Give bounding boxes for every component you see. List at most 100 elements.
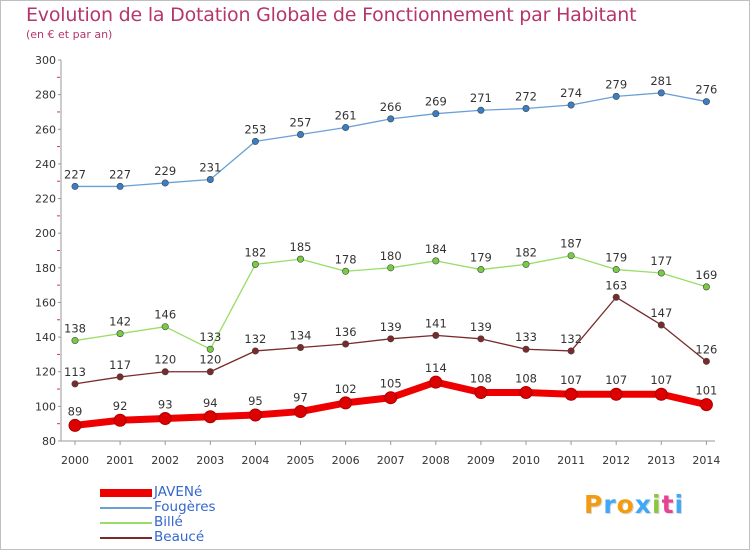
data-label: 269 bbox=[425, 95, 447, 109]
x-tick-label: 2012 bbox=[602, 454, 630, 467]
legend-item: Billé bbox=[100, 514, 260, 530]
data-point bbox=[71, 182, 79, 190]
legend-label: Billé bbox=[154, 514, 183, 530]
data-label: 93 bbox=[158, 397, 173, 411]
x-tick-label: 2010 bbox=[512, 454, 540, 467]
data-label: 139 bbox=[470, 320, 492, 334]
data-label: 141 bbox=[425, 316, 447, 330]
data-point bbox=[68, 418, 82, 432]
data-point bbox=[612, 266, 620, 274]
data-point bbox=[612, 92, 620, 100]
data-point bbox=[387, 335, 395, 343]
x-tick-label: 2009 bbox=[467, 454, 495, 467]
data-label: 253 bbox=[244, 122, 266, 136]
data-label: 107 bbox=[650, 373, 672, 387]
data-point bbox=[206, 175, 214, 183]
data-label: 187 bbox=[560, 237, 582, 251]
data-label: 105 bbox=[380, 377, 402, 391]
data-label: 133 bbox=[199, 330, 221, 344]
data-label: 184 bbox=[425, 242, 447, 256]
data-label: 132 bbox=[244, 332, 266, 346]
legend-label: Fougères bbox=[154, 499, 216, 515]
data-label: 227 bbox=[109, 167, 131, 181]
data-label: 117 bbox=[109, 358, 131, 372]
data-label: 179 bbox=[605, 251, 627, 265]
logo-letter: i bbox=[674, 490, 685, 519]
data-label: 92 bbox=[113, 399, 128, 413]
data-label: 89 bbox=[68, 404, 83, 418]
data-label: 134 bbox=[290, 328, 312, 342]
data-label: 271 bbox=[470, 91, 492, 105]
data-label: 108 bbox=[515, 372, 537, 386]
data-label: 182 bbox=[515, 245, 537, 259]
chart-subtitle: (en € et par an) bbox=[26, 28, 113, 41]
data-label: 185 bbox=[290, 240, 312, 254]
data-point bbox=[702, 357, 710, 365]
series-Beaucé: 113 117 120 120 132 134 136 139 141 139 133 132 163 1… bbox=[64, 278, 717, 388]
data-point bbox=[477, 335, 485, 343]
data-label: 276 bbox=[695, 83, 717, 97]
data-label: 163 bbox=[605, 278, 627, 292]
data-point bbox=[702, 283, 710, 291]
x-tick-label: 2001 bbox=[106, 454, 134, 467]
data-point bbox=[296, 130, 304, 138]
x-tick-label: 2014 bbox=[692, 454, 720, 467]
data-point bbox=[296, 255, 304, 263]
data-label: 107 bbox=[560, 373, 582, 387]
data-point bbox=[206, 345, 214, 353]
legend-swatch bbox=[100, 489, 152, 497]
data-point bbox=[251, 137, 259, 145]
data-label: 126 bbox=[695, 342, 717, 356]
chart-title: Evolution de la Dotation Globale de Fonc… bbox=[26, 4, 637, 26]
data-point bbox=[161, 368, 169, 376]
x-tick-label: 2007 bbox=[377, 454, 405, 467]
data-point bbox=[342, 267, 350, 275]
data-label: 120 bbox=[154, 353, 176, 367]
legend: JAVENé Fougères Billé Beaucé bbox=[100, 484, 260, 545]
data-point bbox=[519, 386, 533, 400]
data-point bbox=[522, 104, 530, 112]
data-point bbox=[251, 347, 259, 355]
logo-letter: r bbox=[603, 490, 617, 519]
data-point bbox=[339, 396, 353, 410]
data-point bbox=[116, 373, 124, 381]
data-point bbox=[248, 408, 262, 422]
data-point bbox=[612, 293, 620, 301]
data-point bbox=[567, 252, 575, 260]
data-label: 136 bbox=[335, 325, 357, 339]
data-label: 229 bbox=[154, 164, 176, 178]
data-label: 180 bbox=[380, 249, 402, 263]
data-point bbox=[654, 387, 668, 401]
logo-letter: t bbox=[661, 490, 675, 519]
series-Billé: 138 142 146 133 182 185 178 180 184 179 182 187 179 1… bbox=[64, 237, 717, 353]
data-point bbox=[203, 410, 217, 424]
data-point bbox=[387, 264, 395, 272]
data-label: 142 bbox=[109, 315, 131, 329]
data-point bbox=[251, 260, 259, 268]
data-label: 281 bbox=[650, 74, 672, 88]
data-label: 169 bbox=[695, 268, 717, 282]
data-label: 139 bbox=[380, 320, 402, 334]
data-label: 182 bbox=[244, 245, 266, 259]
x-tick-label: 2011 bbox=[557, 454, 585, 467]
x-tick-label: 2005 bbox=[287, 454, 315, 467]
data-point bbox=[522, 345, 530, 353]
data-label: 272 bbox=[515, 89, 537, 103]
data-point bbox=[564, 387, 578, 401]
data-label: 227 bbox=[64, 167, 86, 181]
data-point bbox=[657, 269, 665, 277]
y-tick-label: 80 bbox=[42, 435, 56, 448]
data-label: 178 bbox=[335, 252, 357, 266]
logo-letter: P bbox=[584, 490, 604, 519]
data-point bbox=[702, 98, 710, 106]
data-point bbox=[432, 110, 440, 118]
y-tick-label: 140 bbox=[35, 331, 56, 344]
y-tick-label: 100 bbox=[35, 400, 56, 413]
logo-letter: o bbox=[616, 490, 635, 519]
x-tick-label: 2006 bbox=[332, 454, 360, 467]
data-label: 94 bbox=[203, 396, 218, 410]
data-point bbox=[116, 330, 124, 338]
data-label: 108 bbox=[470, 372, 492, 386]
data-label: 102 bbox=[335, 382, 357, 396]
